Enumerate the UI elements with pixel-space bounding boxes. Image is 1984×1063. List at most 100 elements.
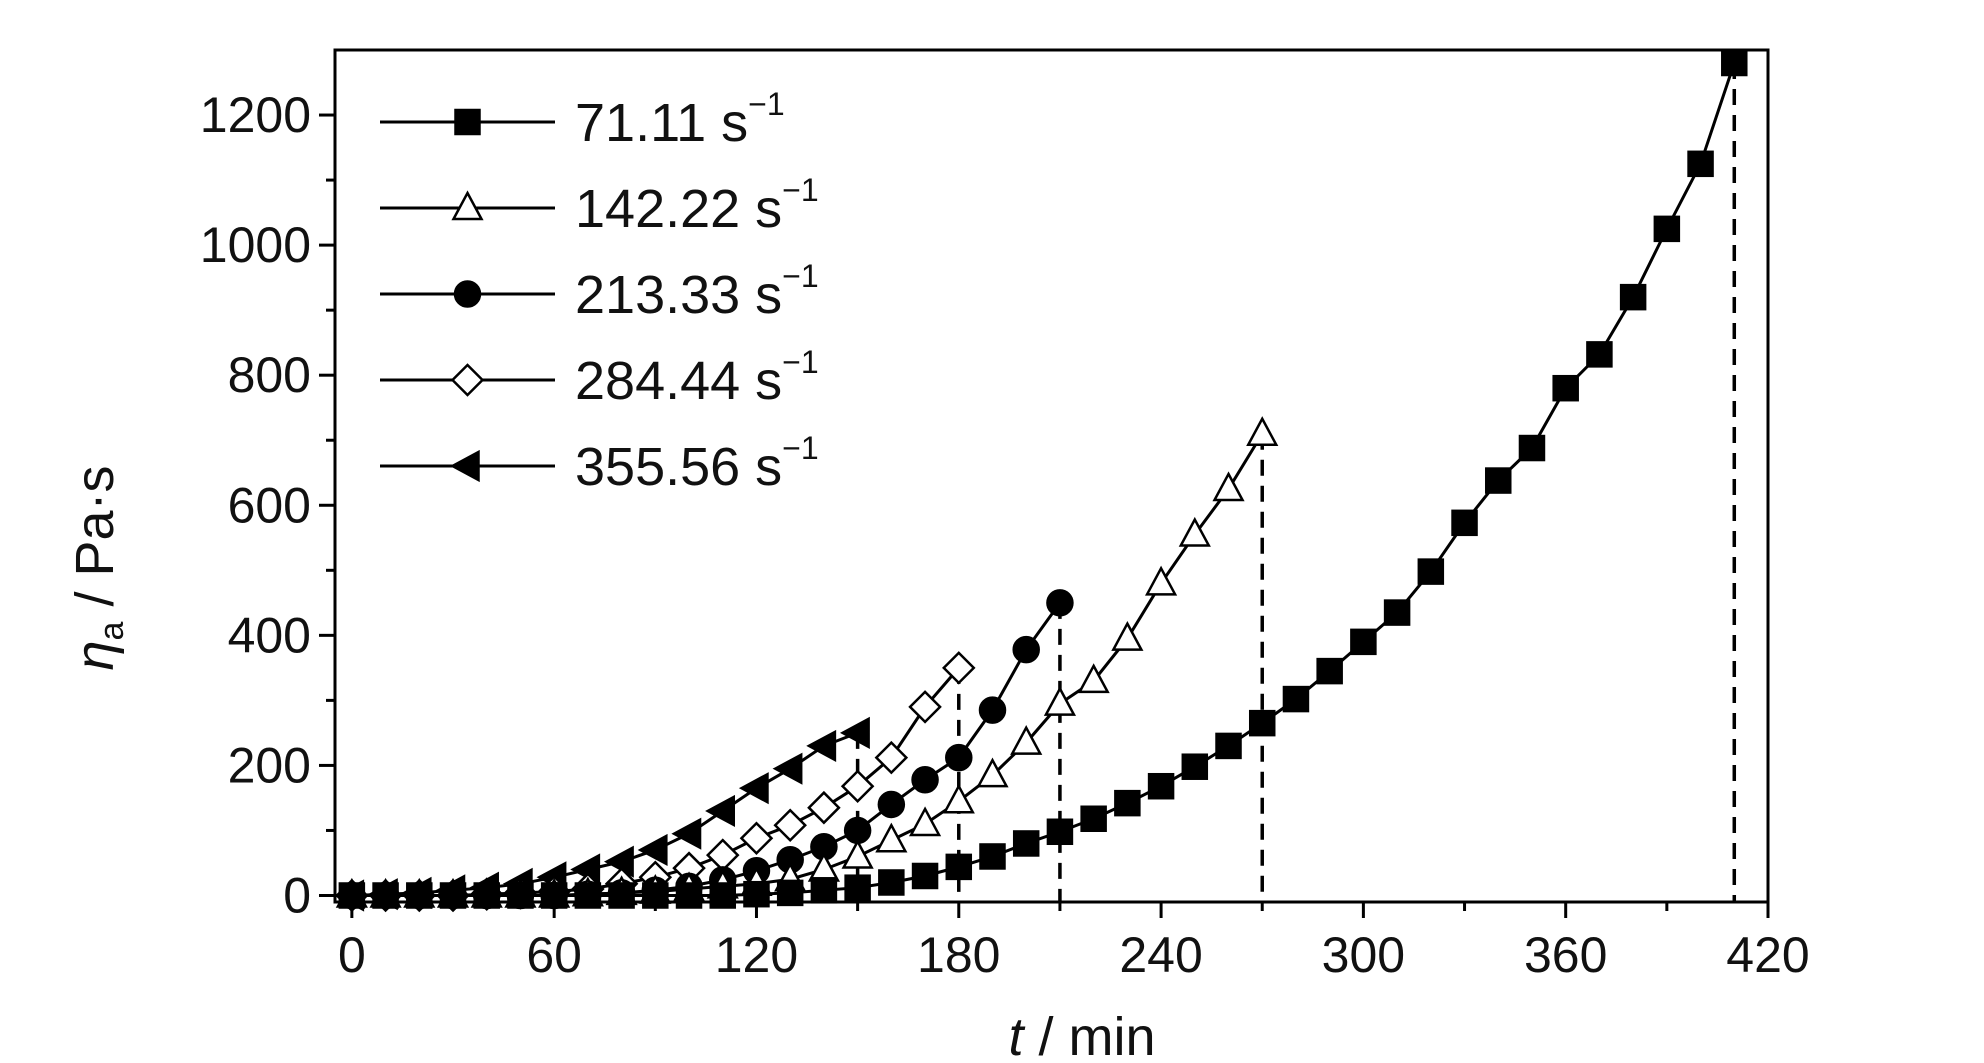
y-axis-label: ηa / Pa·s xyxy=(65,466,131,671)
data-point xyxy=(911,765,939,794)
data-point xyxy=(806,729,837,763)
data-point xyxy=(942,783,975,814)
data-point xyxy=(372,882,399,909)
data-point xyxy=(1350,628,1377,656)
data-point xyxy=(1114,789,1141,817)
data-point xyxy=(1147,772,1175,800)
data-point xyxy=(945,853,973,881)
x-axis-label: t / min xyxy=(1008,1007,1155,1063)
data-point xyxy=(908,690,942,724)
y-axis-symbol: η xyxy=(65,640,125,670)
x-tick-label: 180 xyxy=(917,927,1000,983)
data-point xyxy=(705,794,736,828)
legend-label-superscript: −1 xyxy=(782,258,818,294)
data-point xyxy=(1178,516,1211,547)
legend-label-text: 142.22 s xyxy=(575,179,782,239)
legend-entry: 142.22 s−1 xyxy=(380,172,819,239)
legend-label-superscript: −1 xyxy=(782,344,818,380)
legend-marker xyxy=(450,363,485,397)
legend-label: 213.33 s−1 xyxy=(575,258,819,325)
legend-label-text: 284.44 s xyxy=(575,351,782,411)
data-point xyxy=(1316,657,1343,685)
legend-marker xyxy=(451,190,484,221)
legend-marker xyxy=(453,280,482,308)
data-point xyxy=(671,817,702,850)
data-point xyxy=(439,882,467,909)
data-point xyxy=(877,790,906,819)
series-line xyxy=(351,731,859,897)
x-tick-label: 420 xyxy=(1726,927,1809,983)
series-group xyxy=(338,49,1748,909)
data-point xyxy=(1215,732,1242,760)
data-point xyxy=(1552,374,1579,402)
data-point xyxy=(840,769,875,803)
data-point xyxy=(1451,509,1478,537)
data-point xyxy=(637,833,668,867)
data-point xyxy=(1383,599,1411,626)
legend-entry: 71.11 s−1 xyxy=(380,86,785,153)
legend-label-superscript: −1 xyxy=(782,430,818,466)
data-point xyxy=(908,806,942,837)
data-point xyxy=(810,877,838,904)
legend-label: 284.44 s−1 xyxy=(575,344,819,411)
data-point xyxy=(705,838,740,872)
legend-marker xyxy=(454,108,481,136)
data-point xyxy=(738,772,769,805)
data-point xyxy=(1282,685,1310,713)
legend-entry: 284.44 s−1 xyxy=(380,344,819,411)
data-point xyxy=(942,651,976,685)
data-point xyxy=(1181,753,1209,780)
x-tick-label: 300 xyxy=(1322,927,1405,983)
y-tick-label: 600 xyxy=(228,477,311,533)
data-point xyxy=(1248,709,1276,737)
x-tick-label: 240 xyxy=(1119,927,1202,983)
series-line xyxy=(351,432,1264,897)
data-point xyxy=(1653,215,1681,243)
data-point xyxy=(1046,818,1074,846)
x-tick-label: 360 xyxy=(1524,927,1607,983)
data-point xyxy=(574,882,602,909)
data-point xyxy=(1518,434,1546,462)
data-point xyxy=(807,851,840,882)
legend-label-text: 355.56 s xyxy=(575,437,782,497)
data-point xyxy=(772,752,803,785)
legend-label: 71.11 s−1 xyxy=(575,86,785,153)
x-axis-unit: / min xyxy=(1023,1007,1155,1063)
legend-entry: 213.33 s−1 xyxy=(380,258,819,325)
data-point xyxy=(608,882,635,909)
data-point xyxy=(841,838,874,869)
data-point xyxy=(1721,49,1748,77)
data-point xyxy=(839,716,870,749)
data-point xyxy=(675,882,703,909)
x-tick-label: 60 xyxy=(526,927,582,983)
data-point xyxy=(875,822,908,853)
data-point xyxy=(844,874,871,901)
data-point xyxy=(1043,685,1077,716)
x-tick-label: 0 xyxy=(338,927,366,983)
data-point xyxy=(1012,830,1040,857)
x-axis-symbol: t xyxy=(1008,1007,1025,1063)
legend-label-superscript: −1 xyxy=(782,172,818,208)
legend-marker xyxy=(449,449,480,483)
y-axis-unit: / Pa·s xyxy=(65,466,125,622)
data-point xyxy=(979,843,1006,870)
series-line xyxy=(351,62,1736,897)
series-group xyxy=(335,416,1279,908)
legend-label-text: 71.11 s xyxy=(575,93,748,153)
data-point xyxy=(743,880,770,908)
data-point xyxy=(978,696,1007,724)
data-point xyxy=(1077,663,1110,694)
y-axis-subscript: a xyxy=(93,621,131,640)
data-point xyxy=(739,821,774,856)
data-point xyxy=(1246,416,1279,446)
data-point xyxy=(642,882,669,909)
legend-label: 142.22 s−1 xyxy=(575,172,819,239)
legend-label-superscript: −1 xyxy=(748,86,784,122)
data-point xyxy=(1046,589,1074,617)
y-tick-label: 1200 xyxy=(200,87,311,143)
y-tick-label: 200 xyxy=(228,737,311,793)
legend-entry: 355.56 s−1 xyxy=(380,430,819,497)
data-point xyxy=(1010,725,1043,755)
data-point xyxy=(911,862,939,890)
